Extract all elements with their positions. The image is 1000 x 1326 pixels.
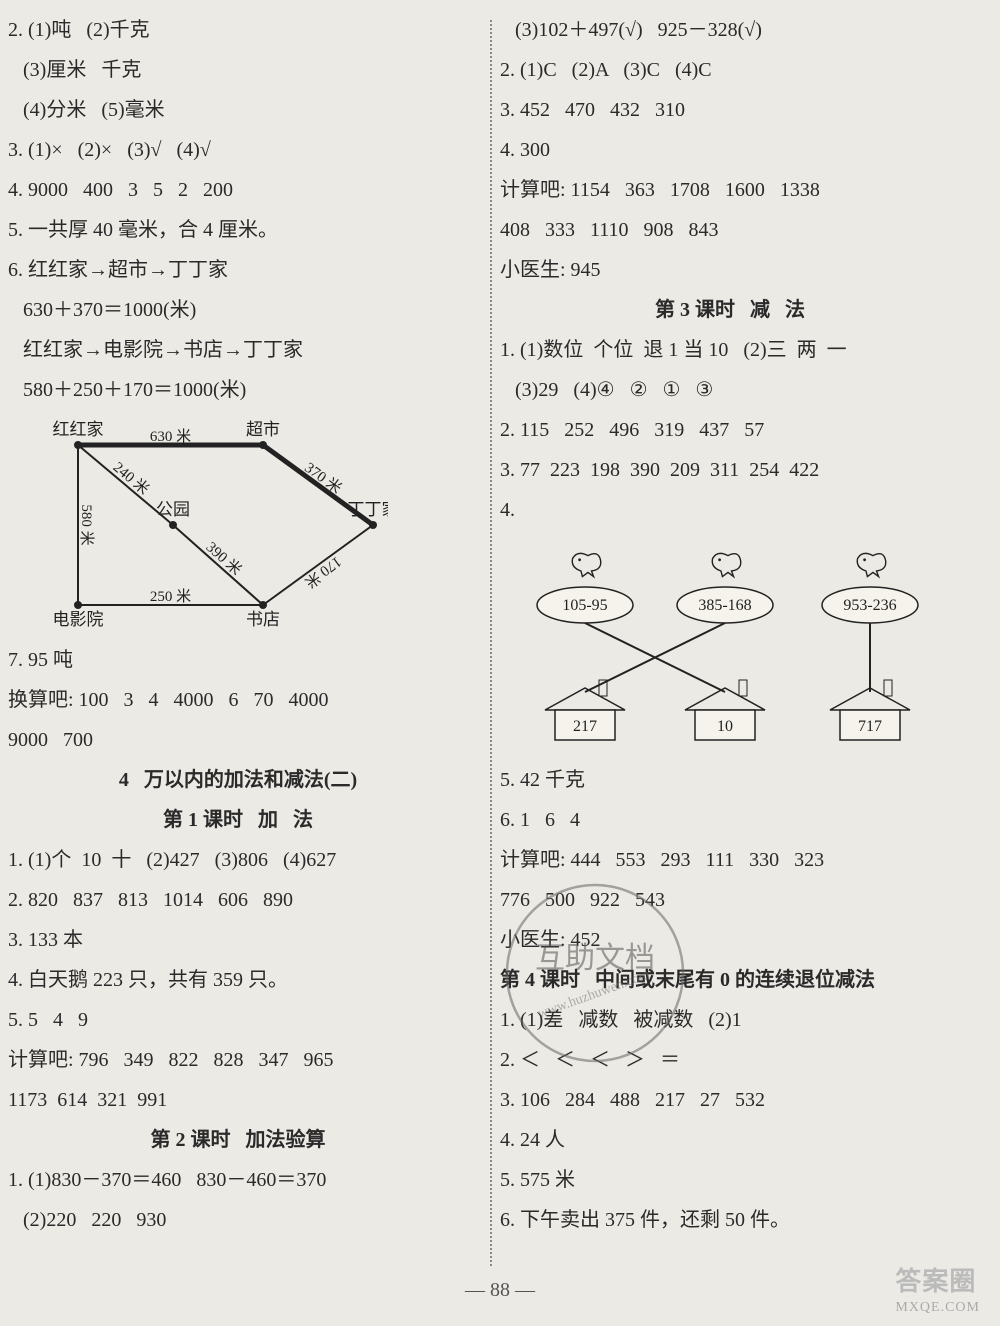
text-line: 4.: [500, 490, 960, 530]
sub-heading: 第 1 课时 加 法: [8, 800, 468, 840]
svg-text:717: 717: [858, 718, 882, 735]
text-line: 5. 575 米: [500, 1160, 960, 1200]
text-line: (4)分米 (5)毫米: [8, 90, 468, 130]
text-line: 4. 9000 400 3 5 2 200: [8, 170, 468, 210]
text-line: 换算吧: 100 3 4 4000 6 70 4000: [8, 680, 468, 720]
text-line: 2. (1)C (2)A (3)C (4)C: [500, 50, 960, 90]
svg-text:公园: 公园: [156, 500, 190, 519]
watermark-url: MXQE.COM: [895, 1300, 980, 1315]
text-line: 408 333 1110 908 843: [500, 210, 960, 250]
svg-text:390 米: 390 米: [203, 539, 245, 579]
text-line: 2. 115 252 496 319 437 57: [500, 410, 960, 450]
text-line: (3)厘米 千克: [8, 50, 468, 90]
text-line: 计算吧: 796 349 822 828 347 965: [8, 1040, 468, 1080]
text-line: 4. 300: [500, 130, 960, 170]
column-divider: [490, 20, 492, 1266]
svg-text:丁丁家: 丁丁家: [348, 500, 389, 519]
text-line: 630＋370＝1000(米): [8, 290, 468, 330]
svg-text:250 米: 250 米: [150, 588, 191, 605]
text-line: 3. 452 470 432 310: [500, 90, 960, 130]
text-line: 5. 5 4 9: [8, 1000, 468, 1040]
svg-text:超市: 超市: [246, 420, 280, 439]
svg-text:580 米: 580 米: [78, 504, 95, 545]
text-line: 1. (1)830－370＝460 830－460＝370: [8, 1160, 468, 1200]
text-line: 计算吧: 1154 363 1708 1600 1338: [500, 170, 960, 210]
text-line: 6. 红红家→超市→丁丁家: [8, 250, 468, 290]
sub-heading: 第 2 课时 加法验算: [8, 1120, 468, 1160]
text-line: 1. (1)个 10 十 (2)427 (3)806 (4)627: [8, 840, 468, 880]
text-line: 3. 106 284 488 217 27 532: [500, 1080, 960, 1120]
text-line: 6. 下午卖出 375 件，还剩 50 件。: [500, 1200, 960, 1240]
svg-text:953-236: 953-236: [843, 597, 896, 614]
text-line: 小医生: 452: [500, 920, 960, 960]
text-line: 4. 24 人: [500, 1120, 960, 1160]
sub-heading: 第 4 课时 中间或末尾有 0 的连续退位减法: [500, 960, 960, 1000]
text-line: 6. 1 6 4: [500, 800, 960, 840]
text-line: 1. (1)差 减数 被减数 (2)1: [500, 1000, 960, 1040]
section-heading: 4 万以内的加法和减法(二): [8, 760, 468, 800]
svg-text:红红家: 红红家: [53, 420, 104, 439]
svg-text:240 米: 240 米: [110, 459, 153, 499]
text-line: 3. (1)× (2)× (3)√ (4)√: [8, 130, 468, 170]
text-line: 2. ＜ ＜ ＜ ＞ ＝: [500, 1040, 960, 1080]
text-line: (3)102＋497(√) 925－328(√): [500, 10, 960, 50]
text-line: 计算吧: 444 553 293 111 330 323: [500, 840, 960, 880]
svg-text:电影院: 电影院: [53, 610, 104, 629]
svg-text:217: 217: [573, 718, 597, 735]
text-line: 776 500 922 543: [500, 880, 960, 920]
text-line: 580＋250＋170＝1000(米): [8, 370, 468, 410]
text-line: 5. 42 千克: [500, 760, 960, 800]
watermark-logo: 答案圈: [895, 1267, 976, 1296]
left-column: 2. (1)吨 (2)千克 (3)厘米 千克 (4)分米 (5)毫米 3. (1…: [8, 10, 468, 1266]
text-line: 3. 77 223 198 390 209 311 254 422: [500, 450, 960, 490]
watermark: 答案圈 MXQE.COM: [895, 1261, 980, 1316]
right-column: (3)102＋497(√) 925－328(√) 2. (1)C (2)A (3…: [500, 10, 960, 1266]
page-number: — 88 —: [0, 1279, 1000, 1302]
text-line: 5. 一共厚 40 毫米，合 4 厘米。: [8, 210, 468, 250]
text-line: 1. (1)数位 个位 退 1 当 10 (2)三 两 一: [500, 330, 960, 370]
matching-diagram: 105-95 385-168 953-236 217 10 717: [500, 530, 960, 760]
text-line: 2. 820 837 813 1014 606 890: [8, 880, 468, 920]
text-line: 2. (1)吨 (2)千克: [8, 10, 468, 50]
svg-text:630 米: 630 米: [150, 428, 191, 445]
text-line: 7. 95 吨: [8, 640, 468, 680]
text-line: 红红家→电影院→书店→丁丁家: [8, 330, 468, 370]
text-line: (3)29 (4)④ ② ① ③: [500, 370, 960, 410]
svg-text:10: 10: [717, 718, 733, 735]
sub-heading: 第 3 课时 减 法: [500, 290, 960, 330]
text-line: 1173 614 321 991: [8, 1080, 468, 1120]
text-line: 小医生: 945: [500, 250, 960, 290]
text-line: 3. 133 本: [8, 920, 468, 960]
text-line: 4. 白天鹅 223 只，共有 359 只。: [8, 960, 468, 1000]
map-diagram: 630 米370 米240 米580 米390 米170 米250 米红红家超市…: [8, 410, 468, 640]
text-line: 9000 700: [8, 720, 468, 760]
svg-text:385-168: 385-168: [698, 597, 751, 614]
text-line: (2)220 220 930: [8, 1200, 468, 1240]
svg-text:书店: 书店: [246, 610, 280, 629]
svg-text:105-95: 105-95: [562, 597, 607, 614]
